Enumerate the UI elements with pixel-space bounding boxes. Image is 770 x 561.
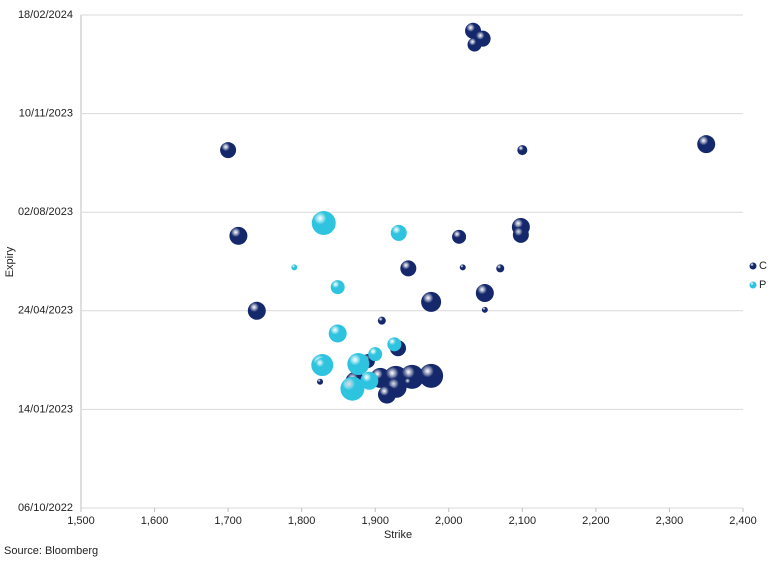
legend-label: P xyxy=(759,279,766,291)
bubble xyxy=(517,145,528,156)
x-tick-label: 1,800 xyxy=(288,515,316,527)
legend-label: C xyxy=(759,260,767,272)
y-tick-label: 14/01/2023 xyxy=(18,403,73,415)
x-tick-label: 2,200 xyxy=(582,515,610,527)
bubble xyxy=(421,291,442,312)
x-tick-label: 2,300 xyxy=(656,515,684,527)
bubble xyxy=(512,226,529,243)
bubble xyxy=(467,37,482,52)
x-tick-label: 2,100 xyxy=(509,515,537,527)
bubble xyxy=(481,306,488,313)
y-tick-label: 06/10/2022 xyxy=(18,502,73,514)
bubble xyxy=(404,377,415,388)
bubble xyxy=(400,260,417,277)
y-tick-label: 18/02/2024 xyxy=(18,9,73,21)
bubble xyxy=(377,385,396,404)
y-axis-label: Expiry xyxy=(4,246,16,277)
y-tick-label: 02/08/2023 xyxy=(18,206,73,218)
bubble xyxy=(459,264,466,271)
source-note: Source: Bloomberg xyxy=(4,545,98,557)
x-tick-label: 1,600 xyxy=(141,515,169,527)
bubble xyxy=(340,376,365,401)
bubble xyxy=(390,224,407,241)
x-tick-label: 2,400 xyxy=(729,515,757,527)
bubble xyxy=(291,264,298,271)
bubble xyxy=(697,135,716,154)
bubble xyxy=(377,316,386,325)
bubble xyxy=(330,280,345,295)
x-axis-label: Strike xyxy=(384,529,412,541)
bubble xyxy=(419,363,444,388)
x-tick-label: 1,900 xyxy=(361,515,389,527)
legend-marker xyxy=(749,262,757,270)
y-tick-label: 24/04/2023 xyxy=(18,305,73,317)
bubble xyxy=(311,211,336,236)
bubble xyxy=(328,324,347,343)
legend-marker xyxy=(749,281,757,289)
bubble xyxy=(347,353,370,376)
bubble xyxy=(247,301,266,320)
bubble xyxy=(220,142,237,159)
x-tick-label: 2,000 xyxy=(435,515,463,527)
y-tick-label: 10/11/2023 xyxy=(19,108,73,120)
x-tick-label: 1,500 xyxy=(67,515,95,527)
bubble xyxy=(229,226,248,245)
bubble xyxy=(452,229,467,244)
bubble xyxy=(360,371,379,390)
x-tick-label: 1,700 xyxy=(214,515,242,527)
bubble xyxy=(496,264,505,273)
bubble xyxy=(314,358,331,375)
bubble xyxy=(368,347,383,362)
bubble xyxy=(317,378,324,385)
bubble xyxy=(387,337,402,352)
bubble xyxy=(475,284,494,303)
